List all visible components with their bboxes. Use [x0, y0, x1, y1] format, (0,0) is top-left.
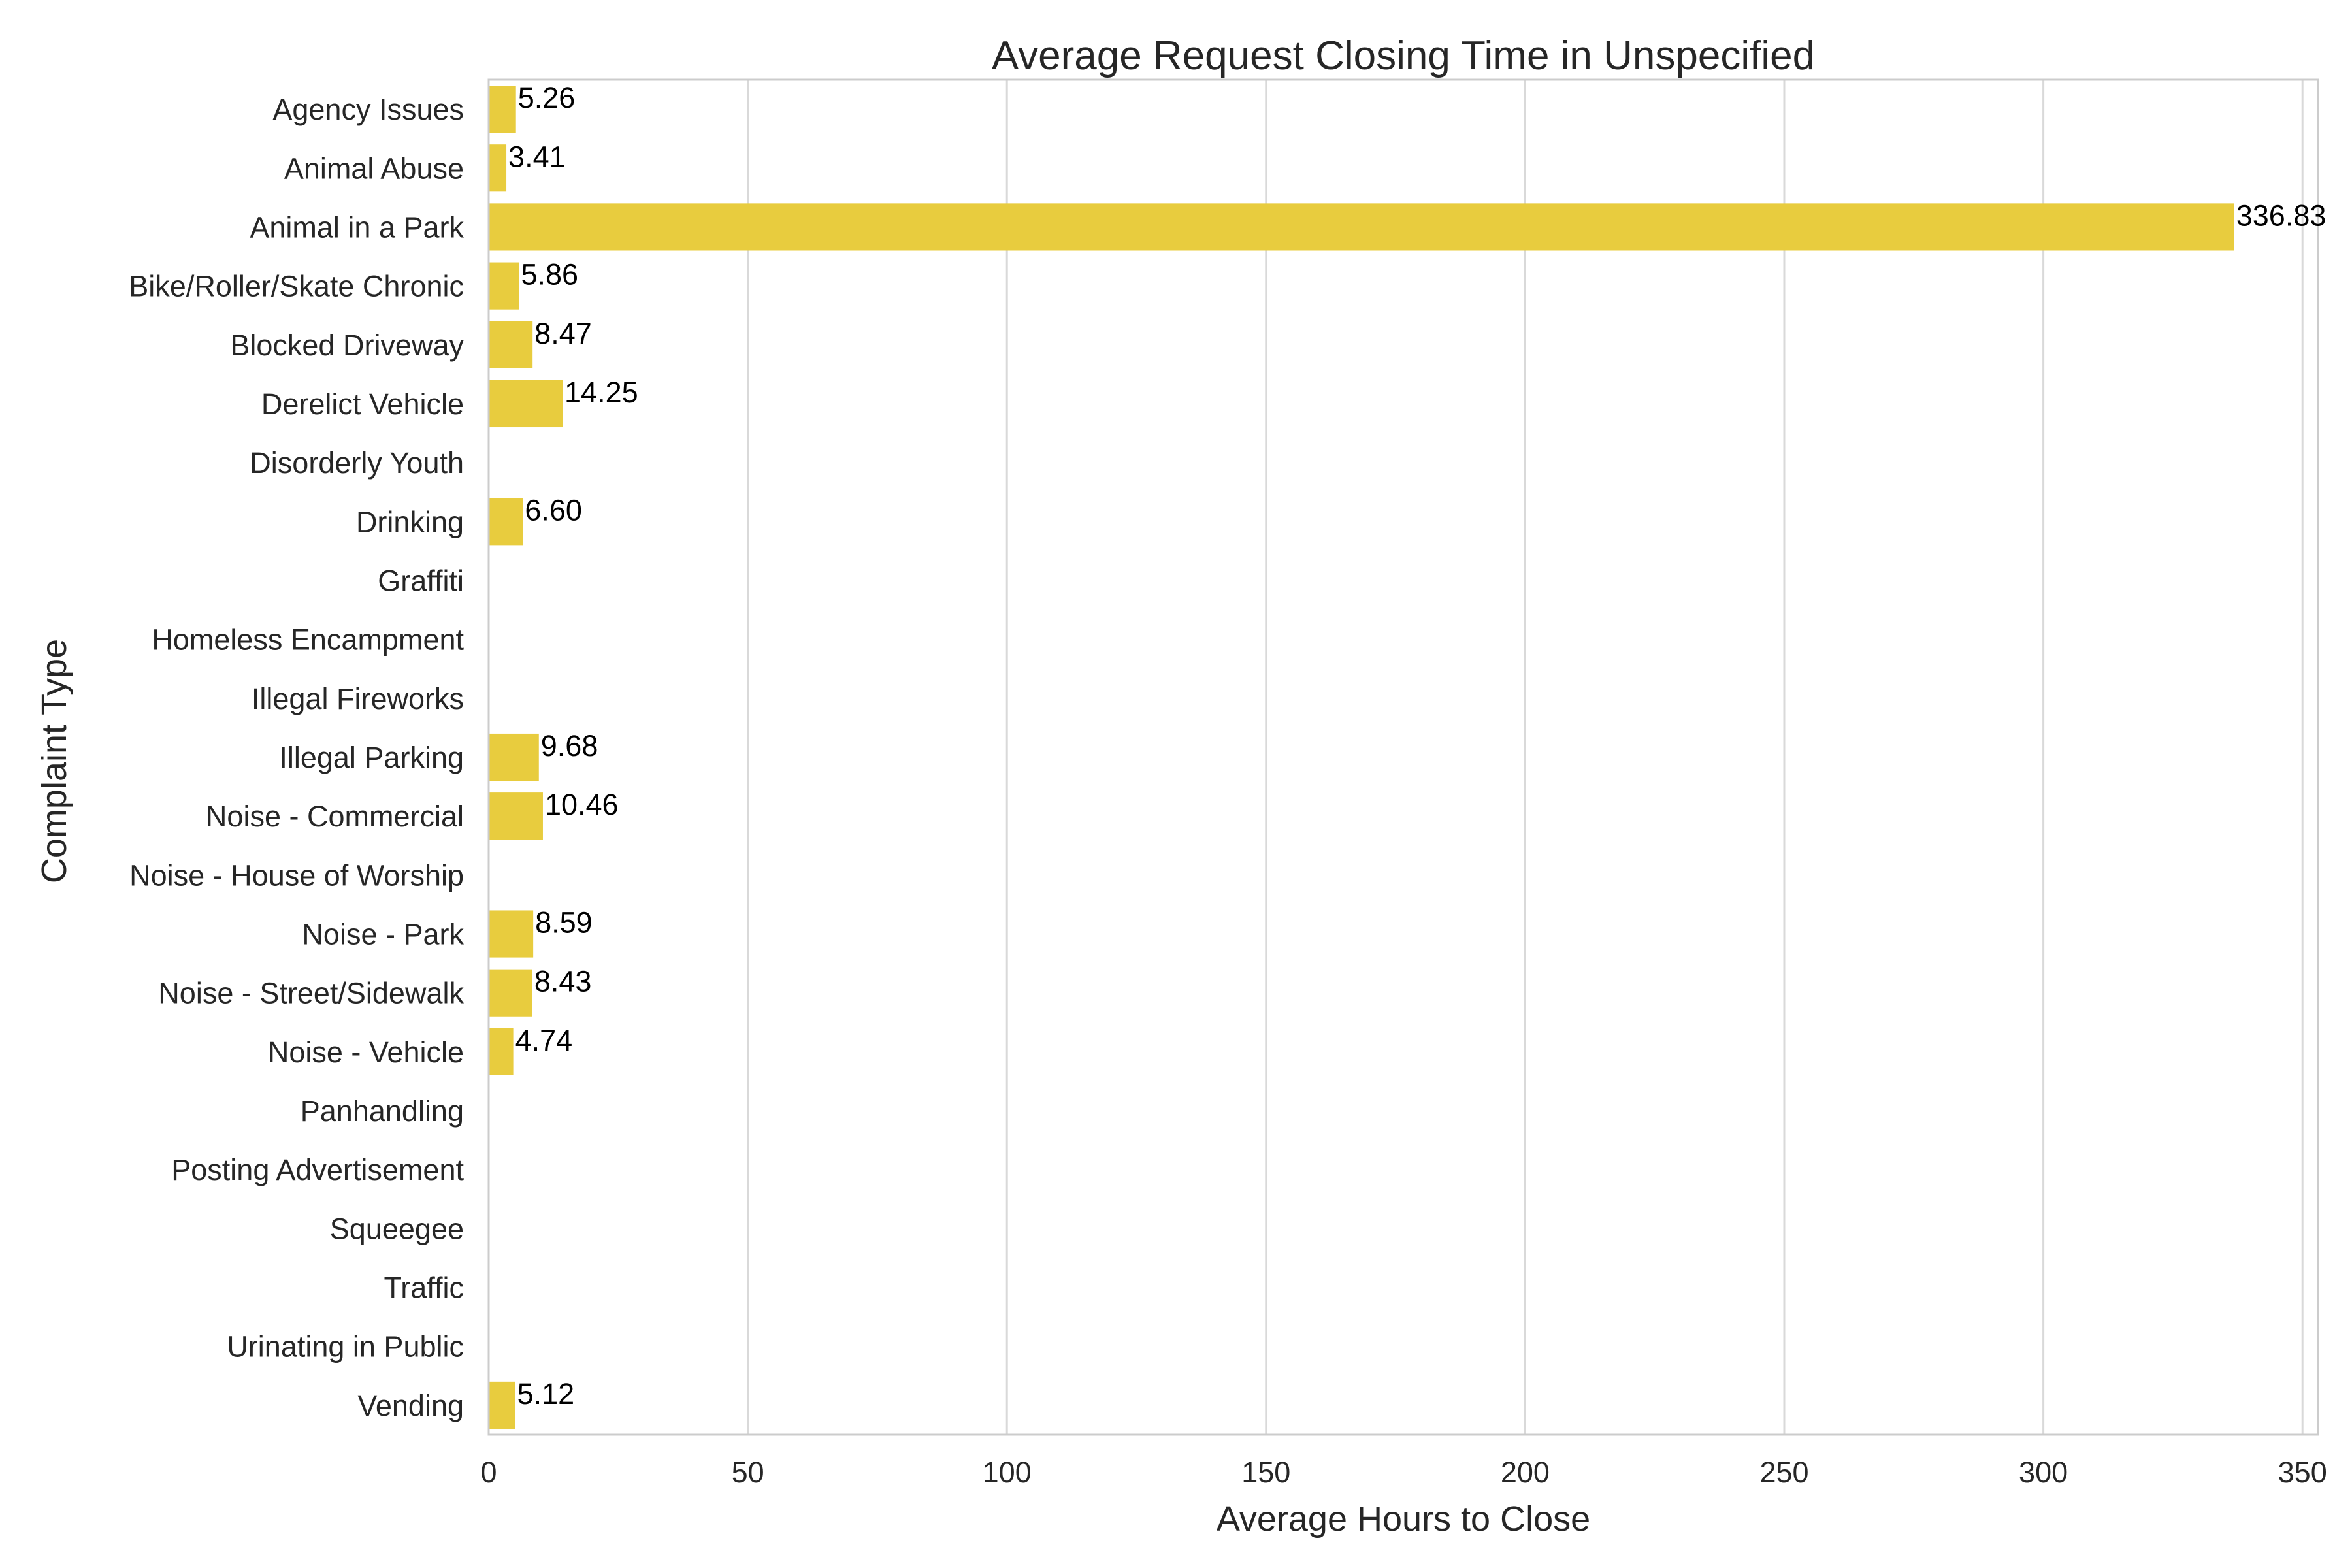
- bar: [489, 792, 543, 840]
- data-labels: 5.26 3.41 336.83 5.86 8.47 14.25 6.60 9.68 10.46…: [508, 81, 2326, 1411]
- bar: [489, 910, 534, 958]
- bar: [489, 1028, 514, 1075]
- bar: [489, 321, 533, 368]
- data-label: 8.47: [534, 317, 592, 350]
- y-tick-label: Blocked Driveway: [230, 329, 464, 362]
- y-tick-label: Urinating in Public: [227, 1330, 464, 1364]
- data-label: 5.26: [518, 81, 576, 114]
- data-label: 10.46: [545, 788, 619, 821]
- y-tick-labels: Agency Issues Animal Abuse Animal in a Par…: [129, 93, 464, 1422]
- x-tick-label: 0: [480, 1456, 497, 1489]
- data-label: 6.60: [525, 493, 582, 527]
- y-tick-label: Noise - Park: [302, 918, 464, 951]
- y-tick-label: Derelict Vehicle: [261, 387, 464, 421]
- data-label: 8.43: [534, 965, 592, 998]
- data-label: 5.12: [517, 1377, 575, 1411]
- y-tick-label: Noise - House of Worship: [129, 858, 464, 892]
- y-tick-label: Squeegee: [330, 1212, 464, 1245]
- y-tick-label: Noise - Street/Sidewalk: [158, 977, 464, 1010]
- y-tick-label: Panhandling: [301, 1094, 464, 1128]
- y-tick-label: Bike/Roller/Skate Chronic: [129, 270, 464, 303]
- y-tick-label: Animal Abuse: [284, 152, 464, 185]
- bar: [489, 262, 519, 310]
- y-tick-label: Drinking: [356, 505, 464, 538]
- y-tick-label: Traffic: [384, 1271, 464, 1305]
- x-tick-label: 250: [1759, 1456, 1808, 1489]
- bar: [489, 498, 523, 546]
- x-tick-label: 300: [2019, 1456, 2068, 1489]
- data-label: 3.41: [508, 140, 566, 173]
- y-tick-label: Homeless Encampment: [152, 623, 464, 657]
- chart-title: Average Request Closing Time in Unspecif…: [992, 33, 1815, 78]
- x-axis-title: Average Hours to Close: [1217, 1499, 1590, 1539]
- data-label: 8.59: [535, 906, 593, 939]
- x-tick-label: 50: [732, 1456, 764, 1489]
- x-tick-label: 350: [2278, 1456, 2327, 1489]
- bar: [489, 86, 516, 133]
- plot-frame: [487, 78, 2319, 1436]
- bar: [489, 203, 2234, 251]
- y-tick-label: Illegal Parking: [279, 741, 464, 774]
- x-tick-label: 100: [983, 1456, 1032, 1489]
- x-tick-label: 200: [1501, 1456, 1550, 1489]
- y-tick-label: Posting Advertisement: [171, 1153, 464, 1186]
- y-tick-label: Illegal Fireworks: [252, 682, 464, 715]
- y-tick-label: Animal in a Park: [250, 210, 464, 244]
- y-tick-label: Graffiti: [378, 564, 464, 597]
- bar: [489, 969, 532, 1017]
- y-tick-label: Noise - Commercial: [206, 800, 464, 833]
- x-tick-label: 150: [1241, 1456, 1290, 1489]
- y-axis-title: Complaint Type: [35, 639, 74, 883]
- bars: [489, 86, 2234, 1429]
- data-label: 4.74: [515, 1024, 573, 1057]
- bar: [489, 380, 563, 428]
- y-tick-label: Noise - Vehicle: [268, 1036, 464, 1069]
- y-tick-label: Agency Issues: [272, 93, 464, 126]
- data-label: 14.25: [564, 376, 638, 409]
- data-label: 5.86: [521, 258, 578, 291]
- bar: [489, 144, 507, 192]
- data-label: 9.68: [541, 729, 598, 762]
- data-label: 336.83: [2236, 199, 2327, 232]
- y-tick-label: Disorderly Youth: [250, 446, 464, 480]
- y-tick-label: Vending: [357, 1389, 464, 1422]
- x-tick-labels: 0 50 100 150 200 250 300 350: [480, 1456, 2327, 1489]
- bar: [489, 1381, 515, 1429]
- bar: [489, 733, 539, 781]
